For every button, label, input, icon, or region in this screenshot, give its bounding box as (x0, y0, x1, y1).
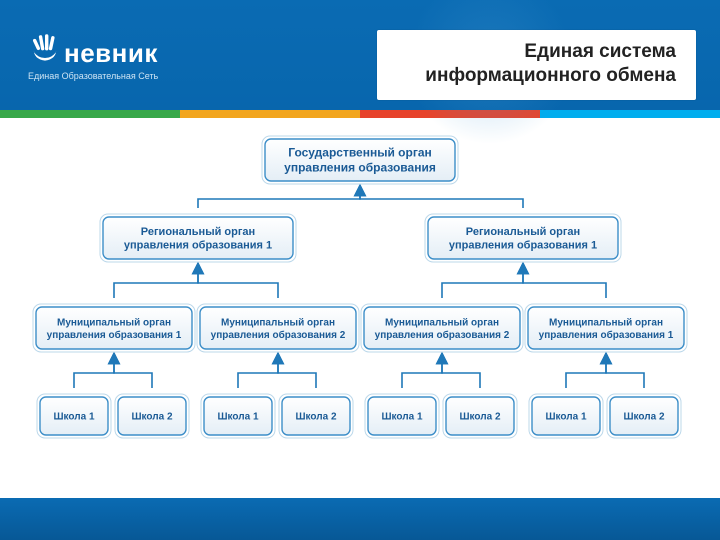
node-municipal-0-label: Муниципальный органуправления образовани… (47, 317, 182, 341)
node-school-4-label: Школа 1 (381, 412, 422, 423)
edge (606, 358, 644, 388)
edge (74, 358, 114, 388)
edge (523, 268, 606, 298)
node-school-6-label: Школа 1 (545, 412, 586, 423)
edge (114, 268, 198, 298)
node-regional-0-box (103, 217, 293, 259)
edge (198, 190, 360, 208)
edge (198, 268, 278, 298)
edge (278, 358, 316, 388)
edge (442, 268, 523, 298)
node-municipal-1-label: Муниципальный органуправления образовани… (211, 317, 346, 341)
node-school-1-label: Школа 2 (131, 412, 172, 423)
title-line-1: Единая система (425, 40, 676, 64)
edge (442, 358, 480, 388)
logo: невник Единая Образовательная Сеть (28, 30, 158, 81)
node-regional-1-label: Региональный органуправления образования… (449, 226, 597, 252)
page-title: Единая система информационного обмена (377, 30, 696, 100)
node-municipal-3-label: Муниципальный органуправления образовани… (539, 317, 674, 341)
node-root-label: Государственный органуправления образова… (284, 146, 436, 175)
accent-stripe (0, 110, 720, 118)
hierarchy-diagram: Государственный органуправления образова… (0, 118, 720, 498)
edge (360, 190, 523, 208)
title-line-2: информационного обмена (425, 64, 676, 88)
node-school-3-label: Школа 2 (295, 412, 336, 423)
edge (114, 358, 152, 388)
node-regional-1-box (428, 217, 618, 259)
node-regional-0-label: Региональный органуправления образования… (124, 226, 272, 252)
edge (238, 358, 278, 388)
node-school-5-label: Школа 2 (459, 412, 500, 423)
node-school-2-label: Школа 1 (217, 412, 258, 423)
edge (402, 358, 442, 388)
node-school-7-label: Школа 2 (623, 412, 664, 423)
node-school-0-label: Школа 1 (53, 412, 94, 423)
footer (0, 498, 720, 540)
header: невник Единая Образовательная Сеть Едина… (0, 0, 720, 110)
edge (566, 358, 606, 388)
node-municipal-2-label: Муниципальный органуправления образовани… (375, 317, 510, 341)
hand-icon (28, 30, 62, 69)
logo-tagline: Единая Образовательная Сеть (28, 71, 158, 81)
logo-text: невник (64, 38, 158, 69)
